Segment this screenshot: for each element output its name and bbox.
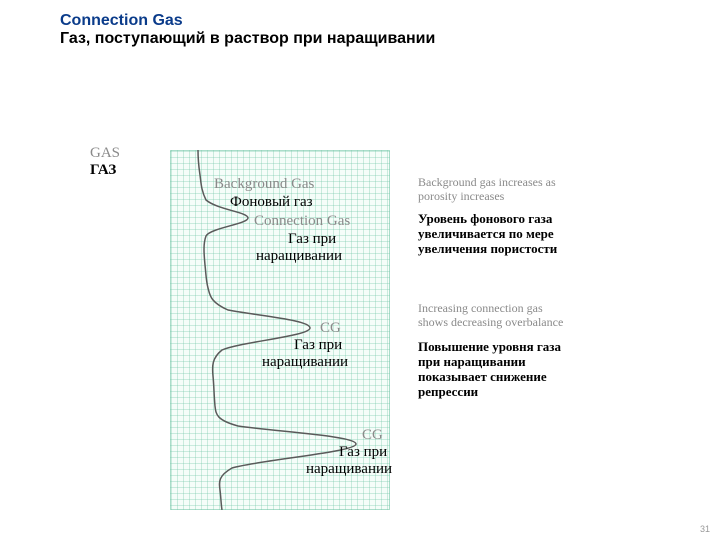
cg-ru-3a: Газ при <box>339 444 387 461</box>
slide: Connection Gas Газ, поступающий в раство… <box>0 0 720 540</box>
note1-ru: Уровень фонового газа увеличивается по м… <box>418 212 568 257</box>
note2-ru: Повышение уровня газа при наращивании по… <box>418 340 568 400</box>
title-en: Connection Gas <box>60 12 183 30</box>
axis-label-en: GAS <box>90 145 120 162</box>
cg-label-en-1: Connection Gas <box>254 213 350 230</box>
cg-ru-1a: Газ при <box>288 231 336 248</box>
cg-abbrev-3: CG <box>362 427 383 444</box>
cg-ru-3b: наращивании <box>306 461 392 478</box>
cg-abbrev-2: CG <box>320 320 341 337</box>
page-number: 31 <box>700 524 710 534</box>
note1-en: Background gas increases as porosity inc… <box>418 176 568 204</box>
bg-gas-label-ru: Фоновый газ <box>230 194 313 211</box>
note2-en: Increasing connection gas shows decreasi… <box>418 302 568 330</box>
title-ru: Газ, поступающий в раствор при наращиван… <box>60 30 435 48</box>
cg-ru-2a: Газ при <box>294 337 342 354</box>
cg-ru-2b: наращивании <box>262 354 348 371</box>
cg-ru-1b: наращивании <box>256 248 342 265</box>
axis-label-ru: ГАЗ <box>90 162 116 179</box>
bg-gas-label-en: Background Gas <box>214 176 314 193</box>
